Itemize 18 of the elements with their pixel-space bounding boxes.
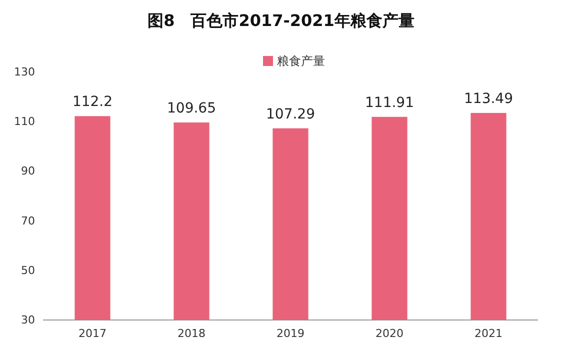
chart-title: 图8 百色市2017-2021年粮食产量 [148,11,414,30]
x-tick-label: 2020 [376,326,404,340]
y-tick-label: 50 [21,264,35,277]
data-label: 107.29 [266,106,315,122]
y-tick-label: 30 [21,314,35,327]
y-tick-label: 70 [21,214,35,228]
x-tick-label: 2021 [474,326,502,340]
x-tick-label: 2017 [78,326,106,340]
y-tick-label: 90 [21,164,35,178]
y-tick-label: 130 [14,66,35,79]
data-label: 109.65 [167,100,216,116]
x-tick-label: 2019 [276,326,304,340]
data-label: 112.2 [72,94,113,110]
y-tick-label: 110 [14,115,35,128]
data-label: 113.49 [464,90,513,107]
x-tick-label: 2018 [178,326,206,340]
legend-label: 粮食产量 [277,54,325,68]
data-label: 111.91 [365,94,414,111]
